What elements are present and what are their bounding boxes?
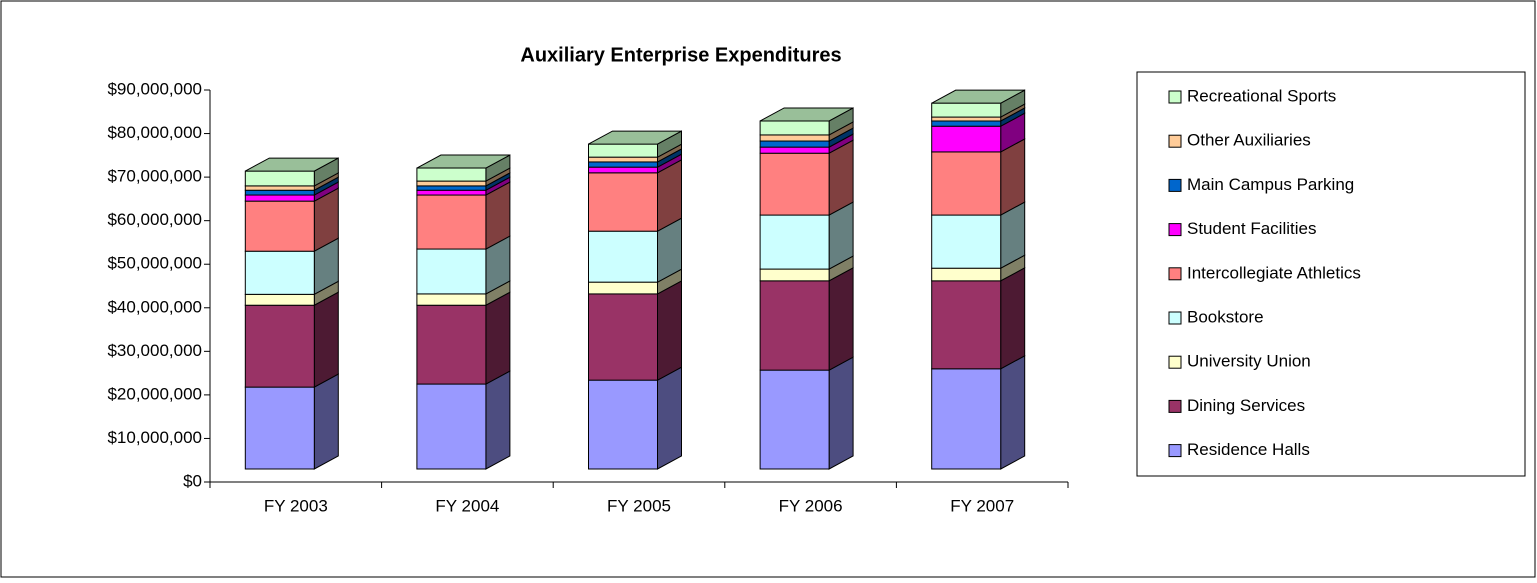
legend-box: [1136, 71, 1526, 477]
y-tick-label: $30,000,000: [107, 341, 202, 360]
bar: [416, 194, 487, 250]
bar: [588, 172, 658, 232]
y-tick-label: $20,000,000: [107, 384, 202, 403]
bar: [416, 185, 487, 191]
bar: [416, 180, 487, 187]
bar: [244, 293, 315, 306]
bar: [931, 267, 1002, 282]
bar-top: [416, 154, 511, 169]
bar-top: [759, 107, 854, 122]
legend-label: Intercollegiate Athletics: [1187, 263, 1361, 282]
bar: [759, 152, 830, 216]
bar-side: [313, 291, 339, 388]
bar: [931, 214, 1002, 269]
bar: [416, 189, 487, 196]
bar: [588, 293, 658, 381]
legend-swatch: [1168, 355, 1182, 369]
bar-side: [485, 370, 511, 470]
bar: [759, 120, 830, 136]
legend-label: Dining Services: [1187, 396, 1305, 415]
legend-swatch: [1168, 444, 1182, 458]
bar-top: [931, 89, 1025, 104]
legend-swatch: [1168, 267, 1182, 281]
bar: [588, 156, 658, 163]
legend-label: Student Facilities: [1187, 219, 1316, 238]
bar: [244, 250, 315, 295]
bar: [244, 194, 315, 202]
bar-side: [1000, 267, 1026, 370]
bar: [416, 248, 487, 295]
bar: [416, 304, 487, 385]
legend-label: Recreational Sports: [1187, 86, 1336, 105]
bar: [588, 161, 658, 168]
legend-swatch: [1168, 90, 1182, 104]
legend-swatch: [1168, 134, 1182, 148]
x-tick-label: FY 2007: [950, 496, 1014, 515]
legend-swatch: [1168, 223, 1182, 237]
bar: [931, 125, 1002, 153]
bar: [244, 304, 315, 388]
bar: [416, 167, 487, 182]
legend-swatch: [1168, 311, 1182, 325]
bar: [931, 116, 1002, 122]
bar: [759, 280, 830, 371]
bar-side: [657, 366, 682, 470]
x-tick-label: FY 2003: [264, 496, 328, 515]
bar-side: [828, 356, 854, 470]
bar: [588, 166, 658, 174]
y-tick-label: $40,000,000: [107, 297, 202, 316]
x-tick-label: FY 2004: [435, 496, 499, 515]
bar-top: [588, 130, 682, 145]
y-tick-label: $80,000,000: [107, 123, 202, 142]
y-tick-label: $0: [183, 471, 202, 490]
bar: [931, 151, 1002, 216]
bar: [588, 281, 658, 295]
y-tick-label: $10,000,000: [107, 428, 202, 447]
bar-side: [313, 373, 339, 470]
bar: [931, 102, 1002, 118]
bar: [759, 214, 830, 270]
y-tick-label: $70,000,000: [107, 167, 202, 186]
bar-side: [828, 267, 854, 371]
chart-title: Auxiliary Enterprise Expenditures: [520, 44, 841, 66]
bar: [244, 386, 315, 470]
bar: [759, 134, 830, 142]
legend-swatch: [1168, 178, 1182, 192]
bar: [244, 189, 315, 196]
legend-label: Other Auxiliaries: [1187, 131, 1311, 150]
y-tick-label: $90,000,000: [107, 79, 202, 98]
legend-label: University Union: [1187, 352, 1311, 371]
bar: [931, 280, 1002, 370]
y-tick-label: $50,000,000: [107, 254, 202, 273]
legend-label: Bookstore: [1187, 307, 1264, 326]
x-tick-label: FY 2006: [779, 496, 843, 515]
legend-label: Residence Halls: [1187, 440, 1310, 459]
bar-side: [485, 291, 511, 385]
bar: [244, 170, 315, 187]
bar-top: [245, 157, 339, 172]
bar: [931, 120, 1002, 127]
bar: [588, 379, 658, 470]
bar-side: [657, 280, 682, 381]
bar-side: [1000, 354, 1026, 470]
bar: [244, 185, 315, 191]
bar: [416, 383, 487, 470]
bar: [244, 200, 315, 252]
legend-label: Main Campus Parking: [1187, 175, 1354, 194]
bar: [588, 143, 658, 158]
bar: [416, 293, 487, 306]
bar: [759, 268, 830, 282]
bar: [588, 230, 658, 283]
x-tick-label: FY 2005: [607, 496, 671, 515]
y-tick-label: $60,000,000: [107, 210, 202, 229]
bar: [759, 146, 830, 154]
bar: [931, 368, 1002, 470]
bar: [759, 369, 830, 470]
bar: [759, 140, 830, 148]
legend-swatch: [1168, 399, 1182, 413]
